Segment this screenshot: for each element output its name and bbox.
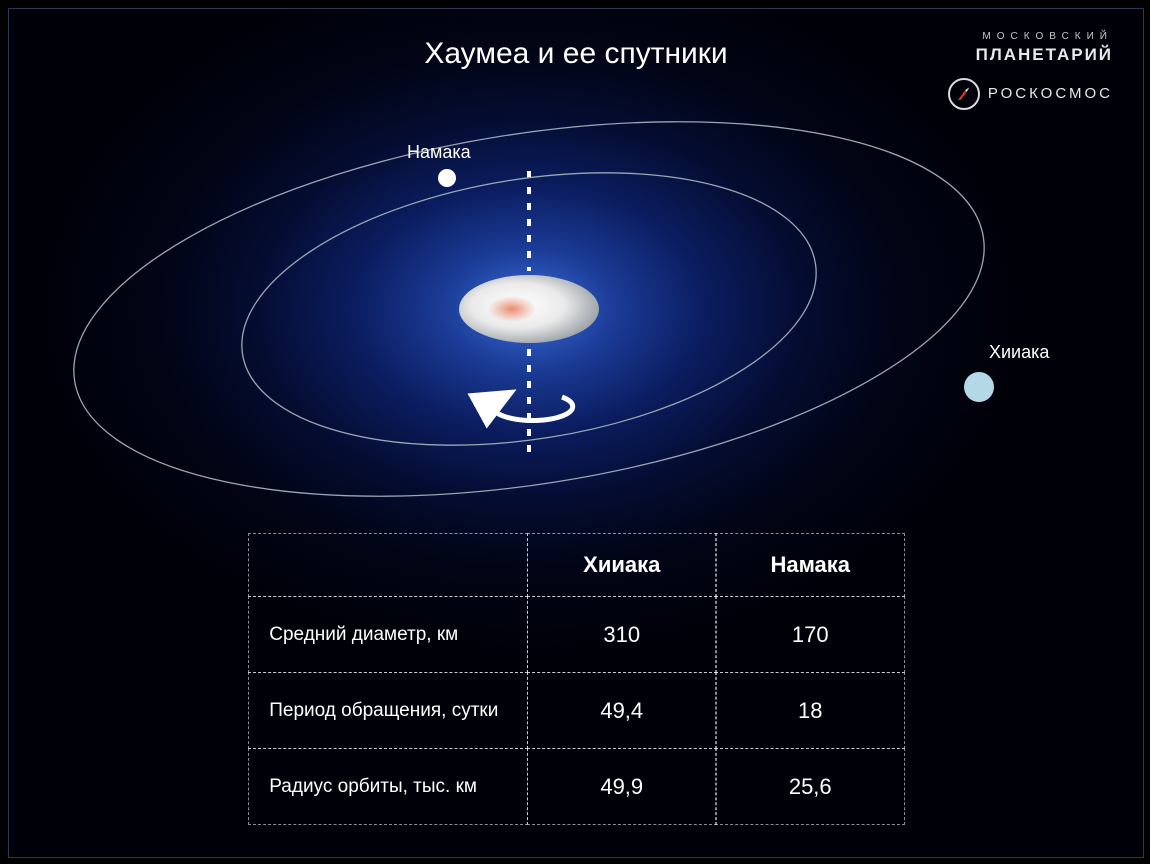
cell-radius-namaka: 25,6	[715, 748, 905, 826]
cell-period-namaka: 18	[715, 672, 905, 750]
cell-diameter-hiiaka: 310	[527, 596, 717, 674]
logo-block: МОСКОВСКИЙ ПЛАНЕТАРИЙ РОСКОСМОС	[948, 31, 1113, 110]
infographic-stage: Хаумеа и ее спутники МОСКОВСКИЙ ПЛАНЕТАР…	[8, 8, 1144, 858]
table-header-namaka: Намака	[715, 533, 905, 597]
table-header-hiiaka: Хииака	[527, 533, 717, 597]
roscosmos-label: РОСКОСМОС	[988, 85, 1113, 102]
rotation-arrow-icon	[493, 397, 573, 421]
roscosmos-icon	[948, 78, 980, 110]
label-namaka: Намака	[407, 142, 471, 163]
planetarium-logo: ПЛАНЕТАРИЙ	[948, 45, 1113, 65]
row-label-diameter: Средний диаметр, км	[248, 596, 528, 674]
moon-data-table: Хииака Намака Средний диаметр, км 310 17…	[249, 534, 909, 825]
moon-hiiaka	[964, 372, 994, 402]
orbit-outer	[47, 64, 1010, 554]
roscosmos-logo: РОСКОСМОС	[948, 78, 1113, 110]
row-label-period: Период обращения, сутки	[248, 672, 528, 750]
row-label-radius: Радиус орбиты, тыс. км	[248, 748, 528, 826]
haumea-body	[459, 275, 599, 343]
moon-namaka	[438, 169, 456, 187]
label-hiiaka: Хииака	[989, 342, 1049, 363]
planetarium-subtitle: МОСКОВСКИЙ	[948, 31, 1113, 43]
cell-radius-hiiaka: 49,9	[527, 748, 717, 826]
orbit-inner	[222, 135, 836, 483]
haumea-red-spot	[488, 296, 536, 322]
cell-diameter-namaka: 170	[715, 596, 905, 674]
table-header-blank	[248, 533, 528, 597]
cell-period-hiiaka: 49,4	[527, 672, 717, 750]
